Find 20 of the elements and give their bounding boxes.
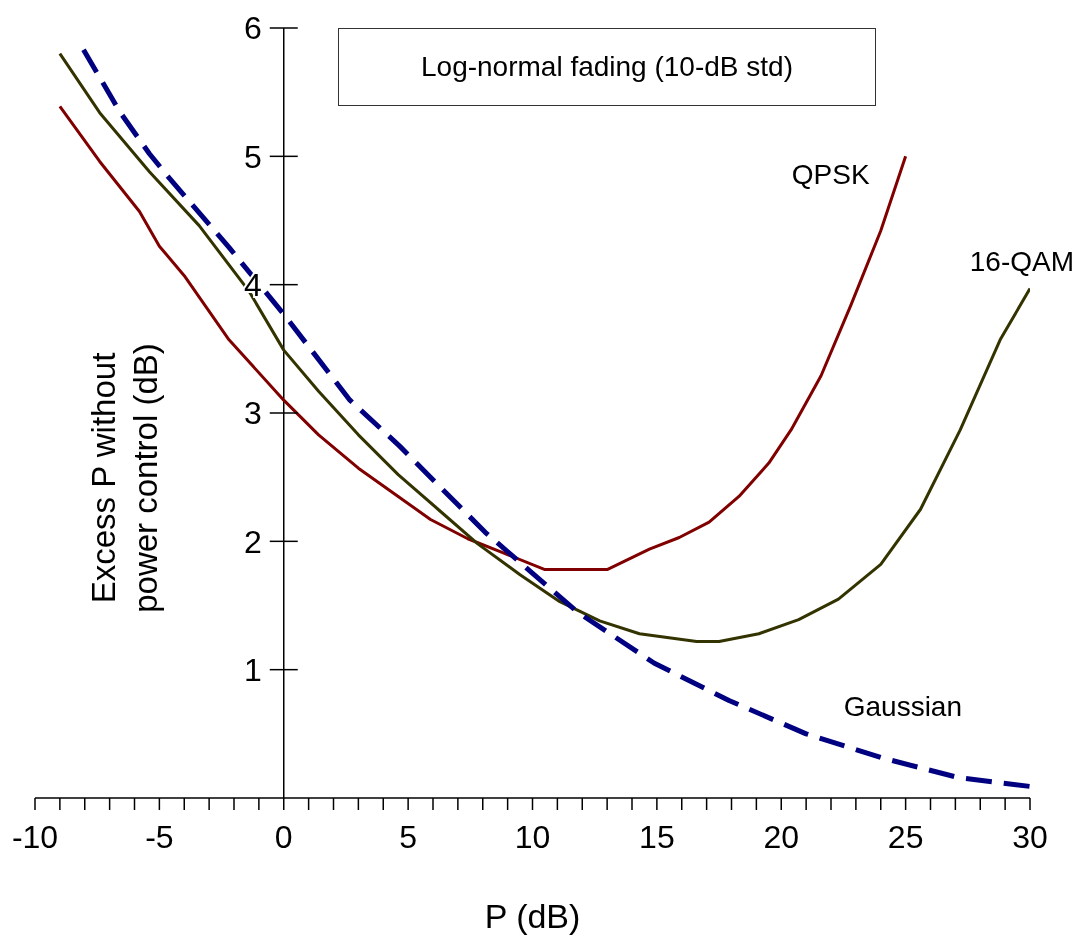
x-tick-label: 10 [514,819,551,855]
x-tick-label: 5 [399,819,418,855]
title-frame: Log-normal fading (10-dB std) [338,28,876,106]
x-tick-label: 0 [274,819,293,855]
x-tick-label: 25 [887,819,924,855]
x-tick-label: 30 [1012,819,1048,855]
series-label: QPSK [791,159,870,191]
y-tick-label: 2 [243,523,262,560]
x-tick-label: 20 [763,819,800,855]
y-tick-label: 3 [243,395,262,432]
y-axis-title: Excess P without power control (dB) [84,342,165,615]
x-tick-label: 15 [639,819,675,855]
x-axis-title: P (dB) [484,897,581,935]
y-tick-label: 1 [243,651,262,688]
series-label: Gaussian [843,691,962,723]
x-tick-label: -5 [145,819,174,855]
x-tick-label: -10 [11,819,59,855]
series-label: 16-QAM [969,245,1074,277]
y-tick-label: 5 [243,138,262,175]
y-tick-label: 6 [243,10,262,47]
